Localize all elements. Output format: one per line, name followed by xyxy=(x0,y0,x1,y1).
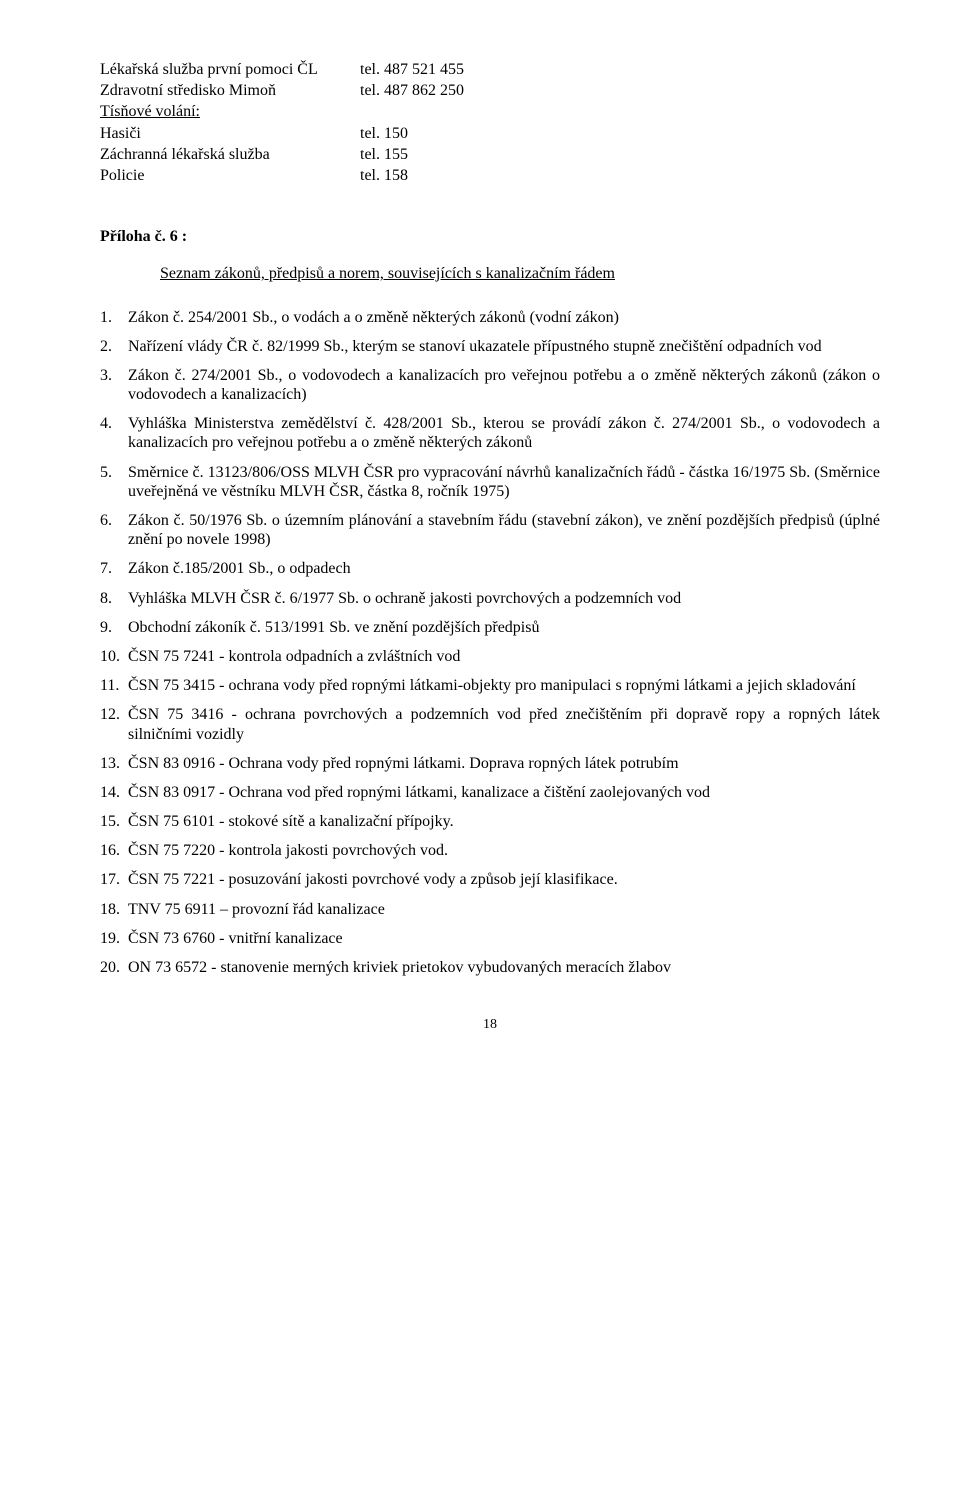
contact-value: tel. 487 862 250 xyxy=(360,81,464,100)
law-item: Zákon č.185/2001 Sb., o odpadech xyxy=(100,559,880,578)
law-item: Zákon č. 274/2001 Sb., o vodovodech a ka… xyxy=(100,366,880,404)
law-item: ČSN 75 6101 - stokové sítě a kanalizační… xyxy=(100,812,880,831)
law-item: ČSN 75 3415 - ochrana vody před ropnými … xyxy=(100,676,880,695)
emergency-row: Záchranná lékařská služba tel. 155 xyxy=(100,145,880,164)
law-item: Směrnice č. 13123/806/OSS MLVH ČSR pro v… xyxy=(100,463,880,501)
law-item: Zákon č. 50/1976 Sb. o územním plánování… xyxy=(100,511,880,549)
law-list: Zákon č. 254/2001 Sb., o vodách a o změn… xyxy=(100,308,880,978)
contact-row: Lékařská služba první pomoci ČL tel. 487… xyxy=(100,60,880,79)
law-item: Vyhláška Ministerstva zemědělství č. 428… xyxy=(100,414,880,452)
emergency-heading-row: Tísňové volání: xyxy=(100,102,880,121)
contacts-block: Lékařská služba první pomoci ČL tel. 487… xyxy=(100,60,880,185)
contact-value: tel. 487 521 455 xyxy=(360,60,464,79)
emergency-label: Záchranná lékařská služba xyxy=(100,145,360,164)
law-item: ČSN 75 3416 - ochrana povrchových a podz… xyxy=(100,705,880,743)
law-item: Obchodní zákoník č. 513/1991 Sb. ve zněn… xyxy=(100,618,880,637)
appendix-heading: Příloha č. 6 : xyxy=(100,227,880,246)
contact-label: Lékařská služba první pomoci ČL xyxy=(100,60,360,79)
emergency-label: Policie xyxy=(100,166,360,185)
law-item: ČSN 83 0916 - Ochrana vody před ropnými … xyxy=(100,754,880,773)
emergency-row: Hasiči tel. 150 xyxy=(100,124,880,143)
law-item: ON 73 6572 - stanovenie merných kriviek … xyxy=(100,958,880,977)
emergency-label: Hasiči xyxy=(100,124,360,143)
law-item: ČSN 73 6760 - vnitřní kanalizace xyxy=(100,929,880,948)
page-number: 18 xyxy=(100,1017,880,1034)
appendix-subtitle: Seznam zákonů, předpisů a norem, souvise… xyxy=(160,264,880,283)
emergency-value: tel. 158 xyxy=(360,166,408,185)
law-item: Nařízení vlády ČR č. 82/1999 Sb., kterým… xyxy=(100,337,880,356)
law-item: Vyhláška MLVH ČSR č. 6/1977 Sb. o ochran… xyxy=(100,589,880,608)
emergency-heading: Tísňové volání: xyxy=(100,102,200,121)
contact-label: Zdravotní středisko Mimoň xyxy=(100,81,360,100)
law-item: ČSN 75 7220 - kontrola jakosti povrchový… xyxy=(100,841,880,860)
law-item: ČSN 83 0917 - Ochrana vod před ropnými l… xyxy=(100,783,880,802)
law-item: TNV 75 6911 – provozní řád kanalizace xyxy=(100,900,880,919)
emergency-value: tel. 150 xyxy=(360,124,408,143)
emergency-row: Policie tel. 158 xyxy=(100,166,880,185)
contact-row: Zdravotní středisko Mimoň tel. 487 862 2… xyxy=(100,81,880,100)
law-item: ČSN 75 7221 - posuzování jakosti povrcho… xyxy=(100,870,880,889)
law-item: Zákon č. 254/2001 Sb., o vodách a o změn… xyxy=(100,308,880,327)
emergency-value: tel. 155 xyxy=(360,145,408,164)
law-item: ČSN 75 7241 - kontrola odpadních a zvláš… xyxy=(100,647,880,666)
